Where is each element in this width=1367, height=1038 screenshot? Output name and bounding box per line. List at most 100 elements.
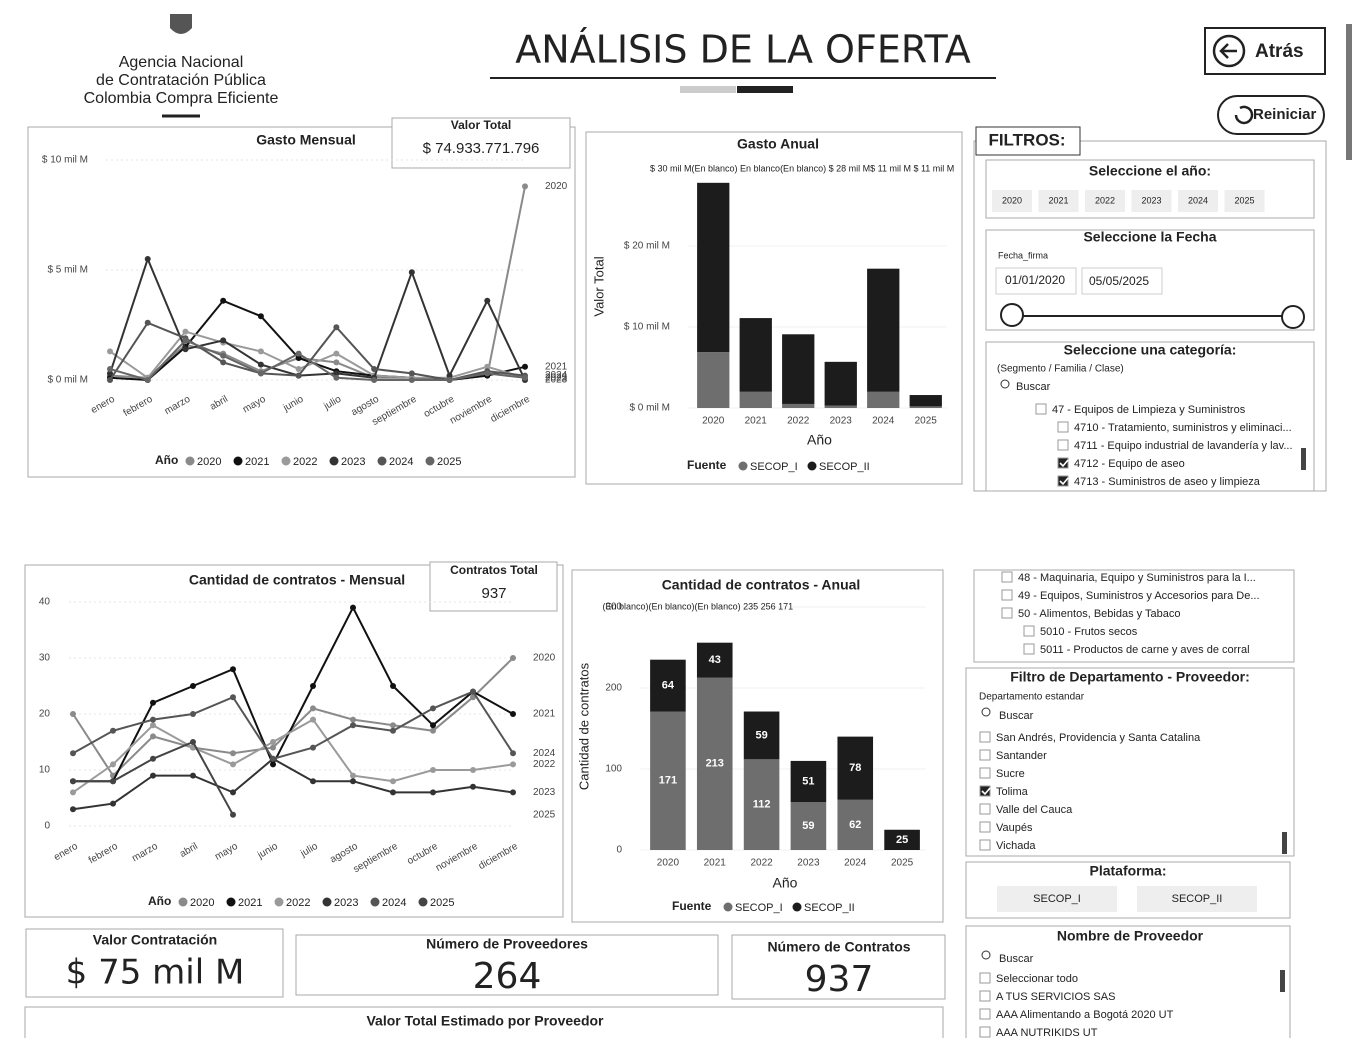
list-item[interactable]: Vaupés <box>996 822 1033 834</box>
data-point <box>107 348 113 355</box>
list-item[interactable]: A TUS SERVICIOS SAS <box>996 991 1115 1003</box>
checkbox[interactable] <box>1023 625 1035 637</box>
checkbox[interactable] <box>979 749 991 761</box>
checkbox[interactable] <box>979 803 991 815</box>
year-button[interactable] <box>992 190 1032 212</box>
checkbox[interactable] <box>979 972 991 984</box>
list-item[interactable]: Sucre <box>996 768 1025 780</box>
year-option[interactable]: 2022 <box>1095 195 1115 205</box>
year-button[interactable] <box>1038 190 1079 212</box>
search[interactable]: Buscar <box>999 710 1034 722</box>
list-item[interactable]: Santander <box>996 750 1047 762</box>
checkbox[interactable] <box>979 767 991 779</box>
reset-label[interactable]: Reiniciar <box>1253 106 1317 123</box>
data-label: 59 <box>755 729 767 741</box>
data-point <box>107 377 113 383</box>
list-item[interactable]: 4713 - Suministros de aseo y limpieza <box>1074 476 1261 488</box>
platform-button[interactable] <box>997 886 1117 912</box>
data-point <box>182 337 189 344</box>
checkbox[interactable] <box>1057 439 1069 451</box>
checkbox[interactable] <box>979 839 991 851</box>
data-point <box>220 297 227 304</box>
data-point <box>144 377 151 383</box>
checkbox[interactable] <box>1057 457 1069 469</box>
back-label[interactable]: Atrás <box>1255 41 1304 62</box>
year-option[interactable]: 2021 <box>1048 195 1068 205</box>
data-label: 213 <box>706 758 724 770</box>
checkbox[interactable] <box>979 821 991 833</box>
legend-label: SECOP_II <box>819 461 870 473</box>
panel <box>24 1006 944 1038</box>
checkbox[interactable] <box>1023 643 1035 655</box>
data-point <box>390 683 396 689</box>
checkbox[interactable] <box>979 1008 991 1020</box>
checkbox[interactable] <box>1035 403 1047 415</box>
list-item[interactable]: 4712 - Equipo de aseo <box>1074 458 1185 470</box>
legend-swatch <box>329 456 339 466</box>
data-point <box>350 772 356 779</box>
data-point <box>333 370 340 377</box>
check <box>981 787 991 796</box>
checkbox[interactable] <box>979 1026 991 1038</box>
list-item[interactable]: 47 - Equipos de Limpieza y Suministros <box>1052 404 1246 416</box>
list-item[interactable]: Valle del Cauca <box>996 804 1073 816</box>
list-item[interactable]: 5011 - Productos de carne y aves de corr… <box>1040 644 1250 656</box>
search[interactable]: Buscar <box>1016 381 1051 393</box>
date-input[interactable] <box>995 267 1077 295</box>
checkbox[interactable] <box>1001 589 1013 601</box>
checkbox[interactable] <box>1057 475 1069 487</box>
back-button[interactable]: Atrás <box>1204 27 1326 75</box>
data-point <box>295 350 302 357</box>
list-item[interactable]: 4710 - Tratamiento, suministros y elimin… <box>1074 422 1292 434</box>
checkbox[interactable] <box>1057 421 1069 433</box>
x-tick-label: 2022 <box>750 858 773 869</box>
slider-handle[interactable] <box>1281 305 1305 329</box>
list-item[interactable]: AAA Alimentando a Bogotá 2020 UT <box>996 1009 1174 1021</box>
list-item[interactable]: 49 - Equipos, Suministros y Accesorios p… <box>1018 590 1260 602</box>
search[interactable]: Buscar <box>999 953 1034 965</box>
checkbox[interactable] <box>1001 571 1013 583</box>
year-button[interactable] <box>1178 190 1218 212</box>
year-option[interactable]: 2020 <box>1002 195 1022 205</box>
checkbox[interactable] <box>979 731 991 743</box>
list-item[interactable]: 48 - Maquinaria, Equipo y Suministros pa… <box>1018 572 1256 584</box>
x-tick-label: 2023 <box>797 858 820 869</box>
kpi-value: $ 74.933.771.796 <box>423 140 540 157</box>
list-item[interactable]: 4711 - Equipo industrial de lavandería y… <box>1074 440 1293 452</box>
data-label: 59 <box>802 820 814 832</box>
year-button[interactable] <box>1131 190 1172 212</box>
date-start[interactable]: 01/01/2020 <box>1005 273 1065 287</box>
year-option[interactable]: 2023 <box>1141 195 1161 205</box>
data-point <box>310 744 316 751</box>
year-button[interactable] <box>1224 190 1265 212</box>
checkbox[interactable] <box>1001 607 1013 619</box>
list-item[interactable]: AAA NUTRIKIDS UT <box>996 1027 1098 1038</box>
x-axis-label: Año <box>773 875 798 891</box>
chart-title: Gasto Anual <box>737 136 819 152</box>
checkbox[interactable] <box>979 990 991 1002</box>
list-item[interactable]: San Andrés, Providencia y Santa Catalina <box>996 732 1201 744</box>
platform-option[interactable]: SECOP_II <box>1172 893 1223 905</box>
list-item[interactable]: Vichada <box>996 840 1036 852</box>
list-item[interactable]: 5010 - Frutos secos <box>1040 626 1138 638</box>
year-option[interactable]: 2025 <box>1234 195 1254 205</box>
data-point <box>484 297 491 304</box>
year-option[interactable]: 2024 <box>1188 195 1208 205</box>
list-item[interactable]: Tolima <box>996 786 1029 798</box>
legend-swatch <box>233 456 243 466</box>
list-item[interactable]: 50 - Alimentos, Bebidas y Tabaco <box>1018 608 1180 620</box>
reset-button[interactable]: Reiniciar <box>1217 95 1325 135</box>
data-point <box>150 755 156 762</box>
series-end-label: 2022 <box>533 759 556 770</box>
list-item[interactable]: Seleccionar todo <box>996 973 1078 985</box>
date-input[interactable] <box>1081 267 1163 295</box>
platform-option[interactable]: SECOP_I <box>1033 893 1081 905</box>
y-tick-label: 200 <box>605 683 622 694</box>
year-button[interactable] <box>1085 190 1125 212</box>
y-tick-label: 30 <box>39 653 51 664</box>
checkbox[interactable] <box>979 785 991 797</box>
slider-handle[interactable] <box>1000 303 1024 327</box>
date-end[interactable]: 05/05/2025 <box>1089 274 1149 288</box>
series-line <box>109 339 526 382</box>
platform-button[interactable] <box>1137 886 1257 912</box>
